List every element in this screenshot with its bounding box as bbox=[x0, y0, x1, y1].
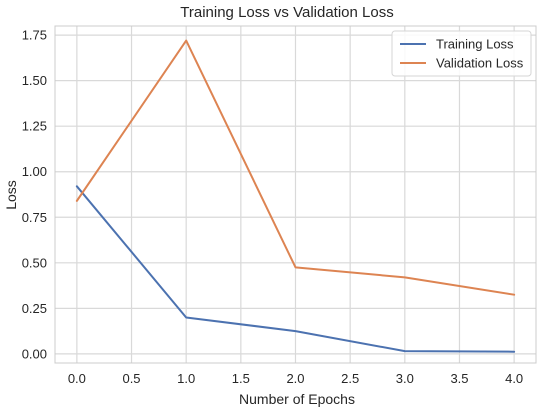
x-axis-label: Number of Epochs bbox=[239, 391, 355, 407]
series-lines bbox=[75, 39, 516, 353]
x-tick-label: 0.5 bbox=[122, 371, 140, 386]
plot-area bbox=[54, 25, 537, 364]
y-axis-ticks: 0.00 0.25 0.50 0.75 1.00 1.25 1.50 1.75 bbox=[22, 28, 47, 362]
y-tick-label: 1.75 bbox=[22, 28, 47, 43]
legend: Training Loss Validation Loss bbox=[391, 30, 532, 77]
y-tick-label: 0.75 bbox=[22, 210, 47, 225]
legend-label-validation-loss: Validation Loss bbox=[436, 56, 524, 71]
x-tick-label: 1.5 bbox=[232, 371, 250, 386]
grid-lines bbox=[55, 26, 536, 363]
y-tick-label: 1.00 bbox=[22, 164, 47, 179]
x-tick-label: 3.0 bbox=[396, 371, 414, 386]
series-line-validation-loss bbox=[75, 39, 516, 296]
legend-label-training-loss: Training Loss bbox=[436, 37, 514, 52]
y-tick-label: 0.50 bbox=[22, 255, 47, 270]
y-tick-label: 1.25 bbox=[22, 119, 47, 134]
x-tick-label: 3.5 bbox=[450, 371, 468, 386]
x-tick-label: 1.0 bbox=[177, 371, 195, 386]
legend-box bbox=[391, 30, 532, 77]
y-axis-label: Loss bbox=[3, 180, 19, 210]
chart-title: Training Loss vs Validation Loss bbox=[180, 4, 393, 21]
series-line-training-loss bbox=[75, 185, 516, 353]
y-tick-label: 0.00 bbox=[22, 346, 47, 361]
y-tick-label: 1.50 bbox=[22, 73, 47, 88]
x-tick-label: 2.5 bbox=[341, 371, 359, 386]
y-tick-label: 0.25 bbox=[22, 301, 47, 316]
x-axis-ticks: 0.0 0.5 1.0 1.5 2.0 2.5 3.0 3.5 4.0 bbox=[68, 371, 523, 386]
x-tick-label: 4.0 bbox=[505, 371, 523, 386]
x-tick-label: 0.0 bbox=[68, 371, 86, 386]
x-tick-label: 2.0 bbox=[286, 371, 304, 386]
